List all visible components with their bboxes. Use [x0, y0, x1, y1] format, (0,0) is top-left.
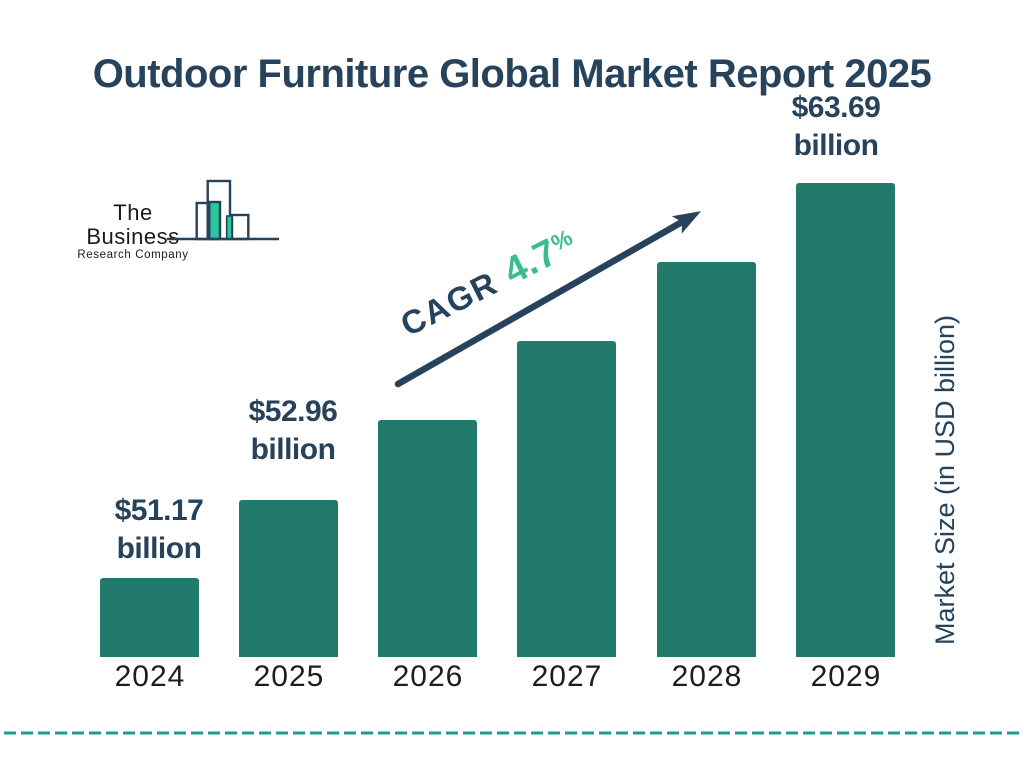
- bar: [796, 183, 895, 657]
- value-amount: $63.69: [791, 91, 881, 124]
- y-axis-label: Market Size (in USD billion): [930, 314, 960, 646]
- x-tick-label: 2028: [671, 660, 743, 693]
- growth-arrow-icon: [394, 211, 702, 388]
- x-tick-label: 2029: [810, 660, 882, 693]
- bar: [239, 500, 338, 657]
- value-unit: billion: [793, 129, 879, 162]
- page-title: Outdoor Furniture Global Market Report 2…: [92, 51, 932, 96]
- divider-dashed-line: [4, 731, 1022, 735]
- value-unit: billion: [250, 433, 336, 466]
- x-tick-label: 2025: [253, 660, 325, 693]
- bar-value-label: $51.17 billion: [59, 492, 259, 568]
- bar: [100, 578, 199, 657]
- value-amount: $51.17: [114, 494, 204, 527]
- logo-name: The Business: [86, 200, 180, 249]
- bar-value-label: $63.69 billion: [736, 89, 936, 165]
- x-tick-label: 2026: [392, 660, 464, 693]
- value-amount: $52.96: [248, 395, 338, 428]
- value-unit: billion: [116, 532, 202, 565]
- company-logo-text: The Business Research Company: [70, 201, 196, 262]
- bar: [657, 262, 756, 657]
- bar: [517, 341, 616, 657]
- logo-bars-icon: [167, 179, 279, 241]
- x-tick-label: 2027: [531, 660, 603, 693]
- bar: [378, 420, 477, 657]
- bar-value-label: $52.96 billion: [193, 393, 393, 469]
- logo-subname: Research Company: [77, 249, 189, 261]
- x-tick-label: 2024: [114, 660, 186, 693]
